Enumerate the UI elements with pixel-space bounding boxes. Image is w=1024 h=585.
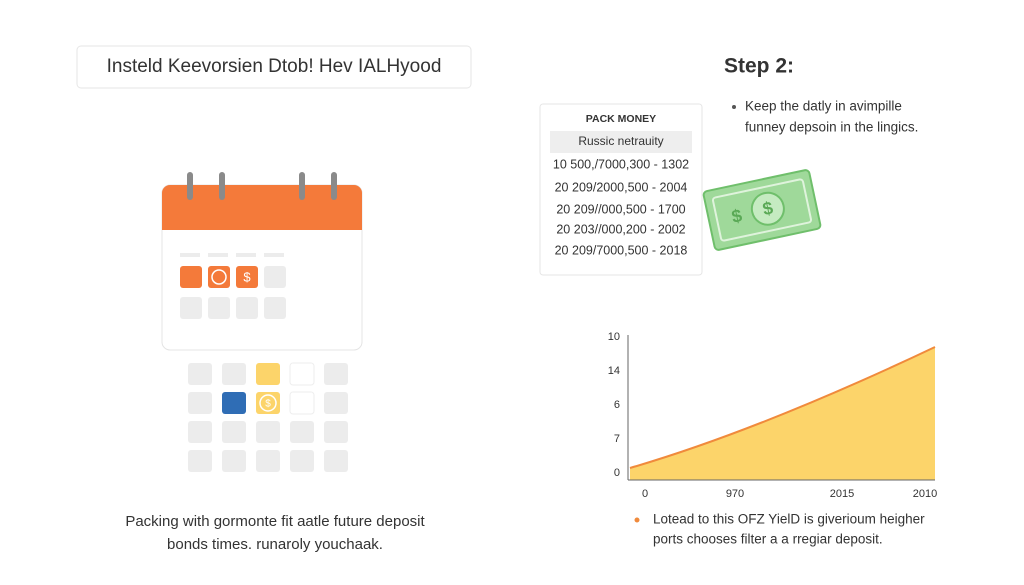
ring (331, 172, 337, 200)
cell (180, 297, 202, 319)
grid-cell (188, 421, 212, 443)
table-rows: 10 500,/7000,300 - 1302 20 209/2000,500 -… (553, 157, 689, 257)
grid-cell (256, 450, 280, 472)
grid-cell (222, 421, 246, 443)
grid-cell (290, 450, 314, 472)
cell (264, 297, 286, 319)
grid-cell (188, 450, 212, 472)
table-title: PACK MONEY (586, 113, 656, 125)
bill-border (711, 178, 813, 242)
ticks: 10 14 6 7 0 0 970 2015 2010 (608, 331, 937, 500)
step-title: Step 2: (724, 55, 794, 78)
bullet (732, 105, 736, 109)
y-tick-label: 10 (608, 331, 620, 343)
grid-cell (324, 392, 348, 414)
day-label (180, 253, 200, 257)
coin (259, 394, 277, 412)
y-tick-label: 0 (614, 467, 620, 479)
grid-cell (222, 363, 246, 385)
cell (208, 297, 230, 319)
table-row: 20 209//000,500 - 1700 (556, 202, 685, 216)
title: Insteld Keevorsien Dtob! Hev IALHyood (107, 56, 442, 77)
dollar: $ (265, 399, 271, 410)
coin (211, 269, 227, 285)
cell (236, 297, 258, 319)
cell (264, 266, 286, 288)
grid-cell (256, 363, 280, 385)
yield-line (629, 346, 936, 469)
chart-caption: Lotead to this OFZ YielD is giverioum he… (653, 512, 925, 527)
table-row: 20 209/7000,500 - 2018 (555, 243, 688, 257)
cell (180, 266, 202, 288)
step-text: funney depsoin in the lingics. (745, 120, 918, 135)
day-label (264, 253, 284, 257)
yield-area (630, 347, 935, 480)
x-tick-label: 2010 (913, 488, 937, 500)
grid-cell (188, 363, 212, 385)
y-tick-label: 6 (614, 399, 620, 411)
caption: bonds times. runaroly youchaak. (167, 536, 383, 553)
table-row: 20 209/2000,500 - 2004 (555, 180, 688, 194)
day-label (208, 253, 228, 257)
ring (219, 172, 225, 200)
x-tick-label: 970 (726, 488, 744, 500)
table-header: Russic netrauity (578, 134, 663, 148)
cell (208, 266, 230, 288)
calendar: $ (161, 172, 363, 351)
table-row: 10 500,/7000,300 - 1302 (553, 157, 689, 171)
bill-dollar: $ (730, 205, 744, 227)
x-tick-label: 2015 (830, 488, 854, 500)
grid-cell (222, 392, 246, 414)
dollar: $ (243, 269, 251, 284)
table-header-box (550, 131, 692, 153)
caption: Packing with gormonte fit aatle future d… (125, 513, 425, 530)
bill-coin (750, 191, 785, 226)
y-tick-label: 14 (608, 365, 620, 377)
grid-cell (324, 421, 348, 443)
grid-cell (188, 392, 212, 414)
grid-cell (324, 450, 348, 472)
title-box (76, 45, 472, 89)
day-grid: $ (188, 362, 348, 472)
grid-cell (289, 391, 315, 415)
grid-cell (256, 421, 280, 443)
bill-dollar: $ (761, 198, 775, 220)
bullet (634, 517, 640, 523)
y-tick-label: 7 (614, 433, 620, 445)
step-text: Keep the datly in avimpille (745, 99, 902, 114)
table-row: 20 203//000,200 - 2002 (556, 222, 685, 236)
day-label (236, 253, 256, 257)
money-bill: $ $ (702, 169, 822, 251)
x-tick-label: 0 (642, 488, 648, 500)
grid-cell (222, 450, 246, 472)
chart-caption: ports chooses filter a a rregiar deposit… (653, 532, 883, 547)
grid-cell (324, 363, 348, 385)
ring (299, 172, 305, 200)
calendar-header (162, 185, 362, 230)
cell (236, 266, 258, 288)
grid-cell (290, 421, 314, 443)
grid-cell (289, 362, 315, 386)
ring (187, 172, 193, 200)
